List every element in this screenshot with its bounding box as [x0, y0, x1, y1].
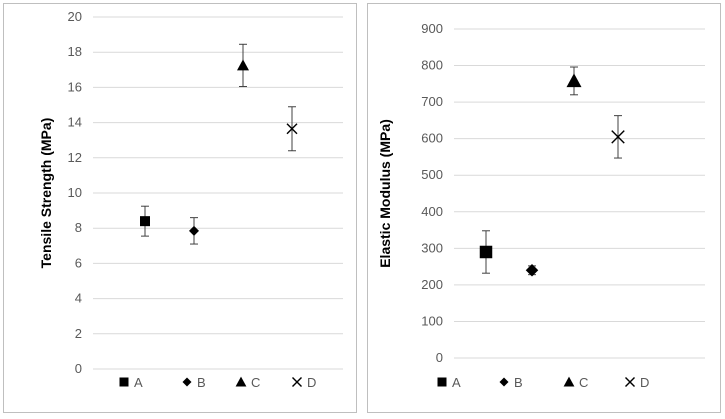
legend-marker-C — [563, 376, 575, 387]
legend-entry-B: B — [182, 375, 206, 390]
y-tick-label: 0 — [75, 361, 82, 376]
legend-marker-B — [182, 377, 192, 387]
y-tick-label: 700 — [421, 94, 443, 109]
y-tick-label: 4 — [75, 291, 82, 306]
legend-entry-D: D — [292, 375, 316, 390]
chart-panel-elastic-modulus: 0 100 200 300 400 500 600 700 800 900 Elastic Mod… — [367, 3, 721, 413]
legend-marker-D — [625, 377, 635, 387]
legend-label: B — [197, 375, 206, 390]
data-point-A — [140, 216, 150, 227]
y-tick-label: 300 — [421, 240, 443, 255]
legend-marker-A — [119, 377, 129, 387]
y-tick-label: 0 — [436, 350, 443, 365]
y-tick-label: 12 — [68, 150, 82, 165]
chart-elastic-modulus: 0 100 200 300 400 500 600 700 800 900 Elastic Mod… — [377, 21, 705, 390]
y-tick-label: 800 — [421, 58, 443, 73]
y-tick-label: 200 — [421, 277, 443, 292]
legend-marker-D — [292, 377, 302, 387]
y-tick-label: 10 — [68, 185, 82, 200]
data-point-B — [525, 264, 539, 277]
chart-tensile-strength: 0 2 4 6 8 10 12 14 16 18 20 Tensile Strength (MPa)… — [38, 9, 343, 390]
legend-entry-C: C — [235, 375, 260, 390]
chart-panel-tensile-strength: 0 2 4 6 8 10 12 14 16 18 20 Tensile Strength (MPa)… — [3, 3, 357, 413]
legend-label: D — [307, 375, 316, 390]
legend-entry-B: B — [499, 375, 523, 390]
data-point-B — [189, 225, 199, 236]
legend-entry-D: D — [625, 375, 649, 390]
y-axis-label: Tensile Strength (MPa) — [38, 118, 54, 269]
y-tick-label: 500 — [421, 167, 443, 182]
legend-label: A — [134, 375, 143, 390]
legend-entry-C: C — [563, 375, 588, 390]
y-tick-label: 100 — [421, 313, 443, 328]
y-axis-label: Elastic Modulus (MPa) — [377, 119, 393, 268]
legend-label: A — [452, 375, 461, 390]
legend-marker-A — [437, 377, 447, 387]
data-point-D — [611, 130, 625, 144]
legend-entry-A: A — [437, 375, 461, 390]
y-tick-label: 600 — [421, 131, 443, 146]
y-tick-label: 2 — [75, 326, 82, 341]
y-tick-label: 14 — [68, 115, 82, 130]
legend-label: B — [514, 375, 523, 390]
y-tick-label: 400 — [421, 204, 443, 219]
y-tick-label: 16 — [68, 79, 82, 94]
data-point-C — [566, 73, 582, 88]
legend-marker-B — [499, 377, 509, 387]
y-tick-label: 8 — [75, 220, 82, 235]
legend-label: C — [251, 375, 260, 390]
data-point-C — [237, 59, 249, 71]
legend-label: D — [640, 375, 649, 390]
data-point-D — [286, 123, 298, 135]
data-point-A — [479, 245, 493, 259]
y-tick-label: 900 — [421, 21, 443, 36]
legend-marker-C — [235, 376, 247, 387]
y-tick-label: 18 — [68, 44, 82, 59]
legend-entry-A: A — [119, 375, 143, 390]
legend-label: C — [579, 375, 588, 390]
y-tick-label: 6 — [75, 255, 82, 270]
y-tick-label: 20 — [68, 9, 82, 24]
